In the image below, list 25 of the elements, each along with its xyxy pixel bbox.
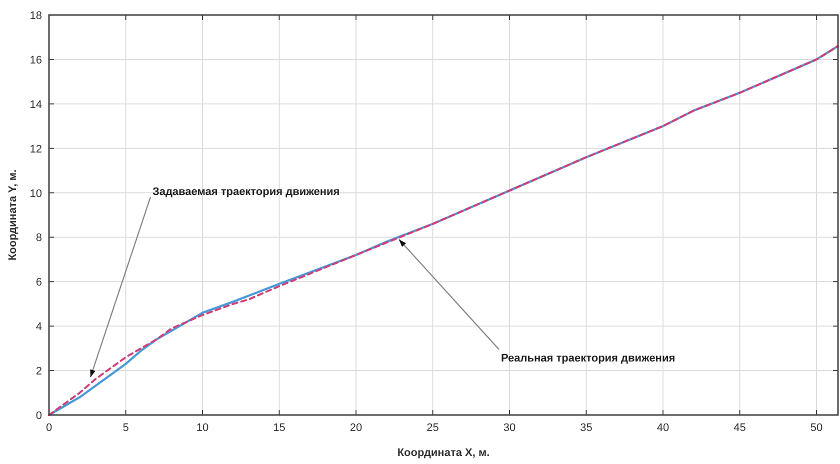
x-tick-label: 40 [656,422,670,434]
y-tick-label: 4 [36,321,42,334]
x-tick-label: 10 [196,422,209,434]
y-tick-label: 12 [30,143,42,156]
x-tick-label: 50 [810,422,823,434]
x-tick-label: 15 [273,422,286,434]
y-tick-label: 2 [36,366,42,378]
x-axis-title: Координата X, м. [397,447,490,459]
x-tick-label: 20 [350,422,362,434]
x-tick-label: 30 [503,422,516,434]
y-tick-label: 10 [30,188,42,200]
y-axis-title: Координата Y, м. [7,169,19,261]
x-tick-label: 25 [426,422,439,434]
x-tick-label: 45 [734,422,746,434]
y-tick-label: 18 [30,10,42,22]
y-tick-label: 0 [36,410,42,422]
x-tick-label: 35 [580,422,592,434]
x-tick-label: 5 [122,422,129,434]
y-tick-label: 8 [36,232,42,244]
x-tick-label: 0 [46,422,52,434]
y-tick-label: 6 [36,276,42,289]
annotation: Реальная траектория движения [500,352,676,364]
y-tick-label: 16 [30,54,42,66]
y-tick-label: 14 [30,98,42,111]
annotation: Задаваемая траектория движения [152,186,340,198]
